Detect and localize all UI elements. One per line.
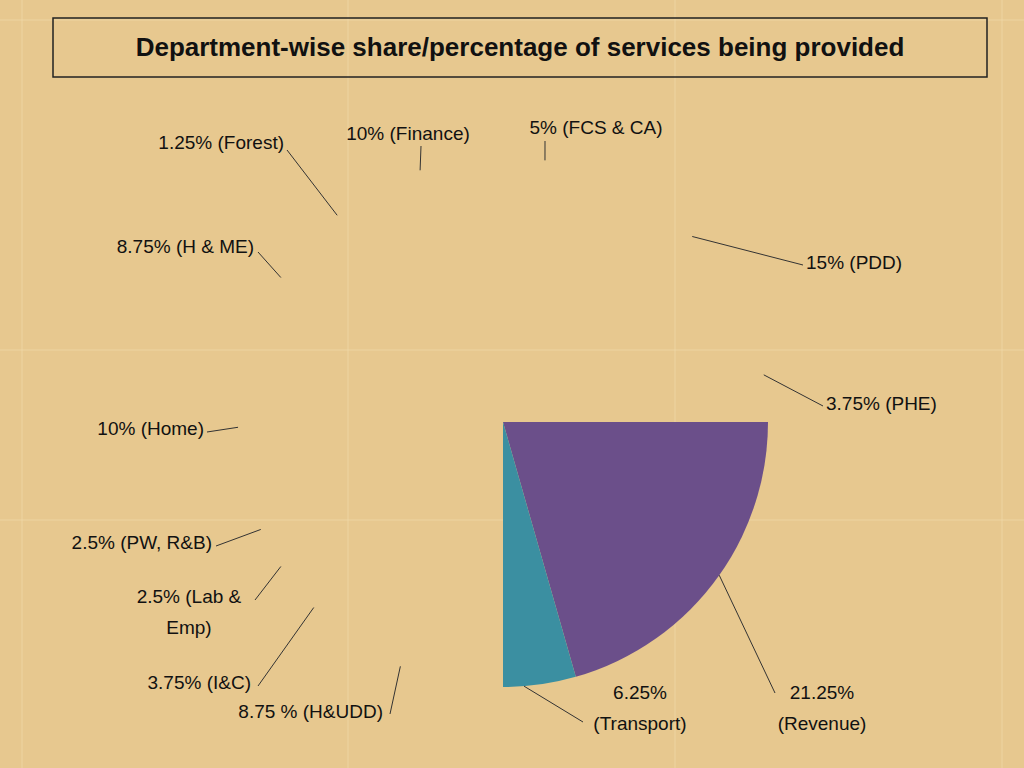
slice-label: 8.75% (H & ME) (117, 236, 254, 257)
pie-slice (503, 422, 576, 687)
slice-label-line: 10% (Home) (97, 418, 204, 439)
title-box (53, 18, 987, 77)
slice-label: 8.75 % (H&UDD) (238, 701, 383, 722)
leader-line (420, 146, 422, 170)
texture-line (0, 20, 1024, 21)
slice-label-line: 2.5% (PW, R&B) (72, 532, 212, 553)
slice-label: 10% (Finance) (346, 123, 470, 144)
leader-line (207, 427, 238, 432)
slice-label-line: 2.5% (Lab & (137, 586, 242, 607)
leader-line (692, 236, 803, 265)
chart-container: Department-wise share/percentage of serv… (0, 0, 1024, 768)
slice-label: 2.5% (Lab & Emp) (137, 586, 242, 638)
slice-label: 3.75% (I&C) (148, 672, 251, 693)
slice-label-line: 10% (Finance) (346, 123, 470, 144)
slice-label-line: 8.75 % (H&UDD) (238, 701, 383, 722)
leader-line (216, 529, 261, 546)
slice-label-line: 8.75% (H & ME) (117, 236, 254, 257)
texture-line (1002, 0, 1003, 768)
leader-line (255, 566, 281, 600)
slice-label: 6.25% (Transport) (593, 682, 686, 734)
slice-label: 2.5% (PW, R&B) (72, 532, 212, 553)
leader-line (258, 252, 281, 278)
pie-slices (503, 422, 768, 687)
texture-line (22, 0, 23, 768)
slice-label-line: 15% (PDD) (806, 252, 902, 273)
leader-line (544, 141, 545, 160)
leader-line (719, 575, 775, 693)
chart-svg: Department-wise share/percentage of serv… (0, 0, 1024, 768)
slice-label-line: 3.75% (I&C) (148, 672, 251, 693)
background (0, 0, 1024, 768)
slice-label-line: Emp) (166, 617, 211, 638)
slice-label: 1.25% (Forest) (158, 132, 284, 153)
slice-labels: 5% (FCS & CA) 15% (PDD) 3.75% (PHE) 21.25% (… (72, 117, 937, 734)
leader-line (764, 375, 823, 406)
leader-line (524, 686, 583, 722)
texture-line (348, 0, 349, 768)
slice-label-line: (Revenue) (778, 713, 867, 734)
chart-title: Department-wise share/percentage of serv… (136, 32, 905, 62)
slice-label: 5% (FCS & CA) (529, 117, 662, 138)
slice-label-line: 3.75% (PHE) (826, 393, 937, 414)
slice-label-line: 1.25% (Forest) (158, 132, 284, 153)
leader-line (390, 666, 400, 714)
slice-label-line: (Transport) (593, 713, 686, 734)
slice-label-line: 5% (FCS & CA) (529, 117, 662, 138)
texture-line (0, 350, 1024, 351)
texture-line (675, 0, 676, 768)
leader-line (287, 150, 337, 215)
leader-line (258, 608, 314, 686)
slice-label: 10% (Home) (97, 418, 204, 439)
slice-label-line: 21.25% (790, 682, 855, 703)
slice-label: 15% (PDD) (806, 252, 902, 273)
slice-label: 3.75% (PHE) (826, 393, 937, 414)
slice-label-line: 6.25% (613, 682, 667, 703)
slice-label: 21.25% (Revenue) (778, 682, 867, 734)
